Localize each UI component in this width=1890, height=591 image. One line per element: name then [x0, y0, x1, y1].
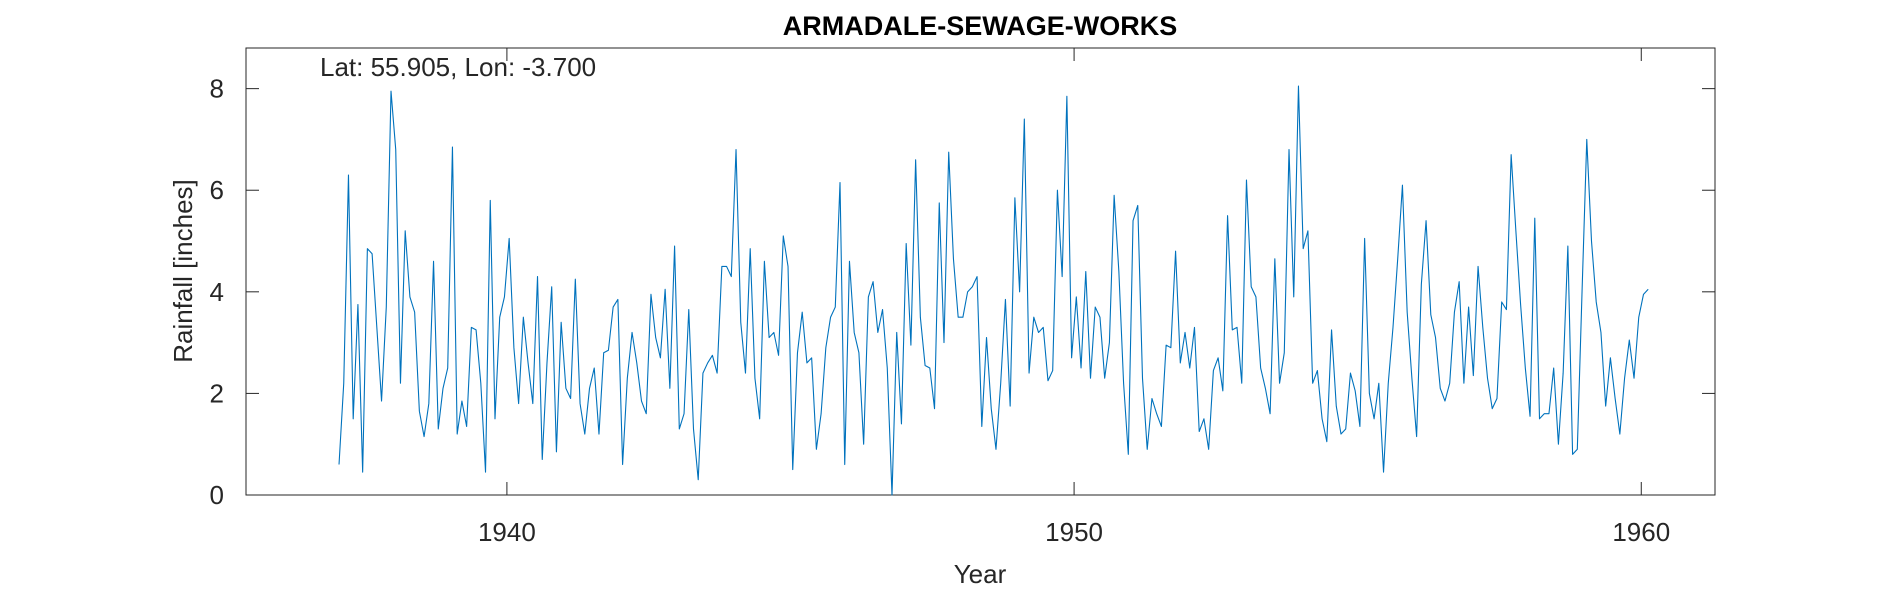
plot-area-box — [245, 47, 1716, 496]
y-tick-label: 6 — [210, 175, 224, 205]
y-axis: 0 2 4 6 8 — [210, 74, 1715, 510]
x-tick-label: 1950 — [1045, 517, 1103, 547]
location-annotation: Lat: 55.905, Lon: -3.700 — [320, 52, 596, 82]
y-tick-label: 0 — [210, 480, 224, 510]
x-tick-label: 1940 — [478, 517, 536, 547]
y-tick-label: 2 — [210, 378, 224, 408]
x-axis: 1940 1950 1960 — [478, 48, 1670, 547]
x-tick-label: 1960 — [1612, 517, 1670, 547]
y-tick-label: 4 — [210, 277, 224, 307]
y-axis-label: Rainfall [inches] — [168, 179, 198, 363]
x-axis-label: Year — [954, 559, 1007, 589]
rainfall-series-line — [338, 85, 1649, 496]
chart-title: ARMADALE-SEWAGE-WORKS — [783, 11, 1177, 41]
y-tick-label: 8 — [210, 74, 224, 104]
